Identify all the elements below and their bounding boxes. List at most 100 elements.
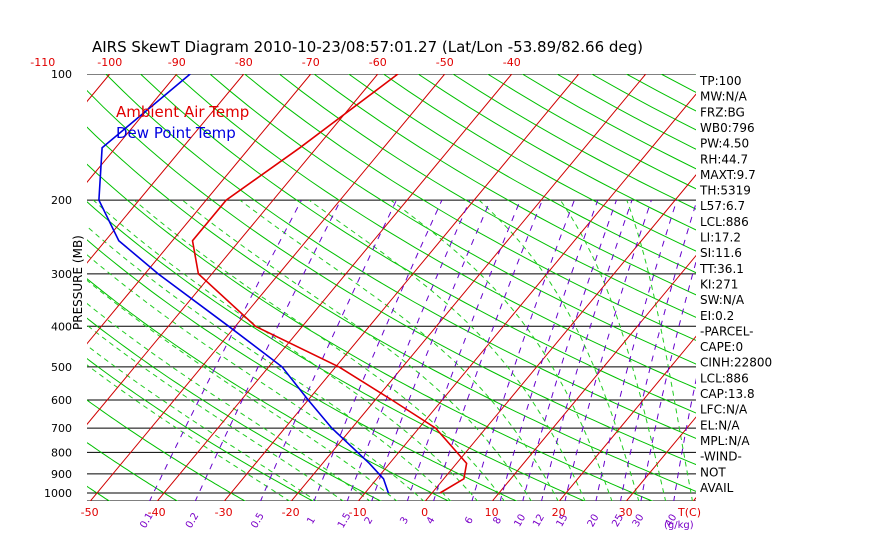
stability-index: MAXT:9.7 [700,168,756,182]
pressure-tick-label: 900 [51,468,72,481]
isotherm-line [156,74,513,501]
mixing-ratio-line [471,199,575,501]
moist-adiabat-line [133,199,506,501]
mixing-ratio-label: 1 [305,515,318,526]
moist-adiabat-lines [87,199,694,501]
mixing-ratio-line [540,199,633,501]
dry-adiabat-line [348,74,696,274]
mixing-ratio-label: 8 [491,515,504,526]
stability-index: SW:N/A [700,293,745,307]
dry-adiabat-line [313,74,696,296]
mixing-ratio-line [371,199,491,501]
top-temperature-tick-label: -110 [30,56,55,69]
mixing-ratio-line [595,199,678,501]
bottom-temperature-tick-labels: -50 -40 -30 -20 -10 0 10 20 30 [81,506,633,519]
isotherm-line [87,74,379,426]
mixing-ratio-line [522,199,617,501]
mixing-ratio-line [673,377,696,501]
mixing-ratio-label: 20 [586,513,602,530]
dry-adiabat-line [87,201,586,501]
isotherm-line [424,174,696,501]
mixing-ratio-line [260,199,397,501]
top-temperature-tick-label: -80 [235,56,253,69]
mixing-ratio-line [406,199,521,501]
dry-adiabat-line [105,74,696,439]
stability-index: FRZ:BG [700,105,745,119]
dry-adiabat-line [87,358,314,501]
bottom-temperature-tick-label: -10 [349,506,367,519]
pressure-tick-label: 1000 [44,487,72,500]
isotherm-line [89,74,446,501]
bottom-temperature-tick-label: -50 [81,506,99,519]
pressure-tick-labels: 100 200 300 400 500 600 700 800 900 1000 [44,68,72,500]
pressure-tick-label: 800 [51,446,72,459]
stability-index: WB0:796 [700,121,755,135]
top-temperature-tick-label: -70 [302,56,320,69]
bottom-temperature-tick-label: 30 [619,506,633,519]
bottom-temperature-tick-label: -20 [282,506,300,519]
dry-adiabat-line [244,74,696,341]
stability-index: CINH:22800 [700,356,772,370]
stability-index: NOT [700,465,726,479]
moist-adiabat-line [239,199,559,501]
stability-index: -PARCEL- [700,324,754,338]
moist-adiabat-line [181,199,532,501]
bottom-temperature-tick-label: 20 [552,506,566,519]
bottom-temperature-tick-label: -40 [148,506,166,519]
dry-adiabat-line [0,74,43,502]
mixing-ratio-line [149,199,302,501]
stability-index: LI:17.2 [700,231,741,245]
stability-index: TP:100 [699,74,742,88]
stability-index: CAPE:0 [700,340,743,354]
pressure-tick-label: 100 [51,68,72,81]
moist-adiabat-line [87,254,425,501]
isotherm-line [625,416,696,501]
stability-index: LCL:886 [700,215,749,229]
mixing-ratio-label: 12 [531,512,547,529]
isotherm-line [87,74,245,264]
mixing-ratio-label: 6 [463,515,476,526]
mixing-ratio-line [620,201,696,501]
isotherm-line [223,74,580,501]
mixing-unit-label: (g/kg) [664,520,694,531]
dew-point-temp-line [98,74,390,494]
dry-adiabat-line [731,74,870,502]
mixing-ratio-line [499,199,599,501]
dry-adiabat-line [87,485,111,501]
mixing-ratio-line [194,199,342,501]
plot-grid [0,74,870,502]
moist-adiabat-line [478,199,640,501]
pressure-tick-label: 700 [51,422,72,435]
stability-index: EL:N/A [700,418,740,432]
legend-dew-point-temp: Dew Point Temp [116,124,236,142]
mixing-ratio-label: 0.2 [184,511,201,530]
top-temperature-tick-label: -90 [168,56,186,69]
moist-adiabat-line [390,199,613,501]
pressure-tick-label: 400 [51,320,72,333]
mixing-ratio-line [433,199,543,501]
mixing-ratio-label: 10 [512,512,528,529]
profile-series [98,74,468,494]
pressure-tick-label: 300 [51,268,72,281]
isotherm-lines [87,74,870,502]
stability-index: MW:N/A [700,90,748,104]
bottom-temperature-tick-label: 10 [485,506,499,519]
stability-index: LFC:N/A [700,403,748,417]
stability-index: SI:11.6 [700,246,742,260]
dry-adiabat-line [452,74,696,210]
bottom-temperature-tick-label: 0 [421,506,428,519]
top-temperature-tick-label: -60 [369,56,387,69]
moist-adiabat-line [92,199,479,501]
mixing-ratio-line [346,199,471,501]
stability-index: KI:271 [700,277,738,291]
stability-index: MPL:N/A [700,434,750,448]
dry-adiabat-line [87,239,518,501]
dry-adiabat-line [140,74,696,414]
mixing-ratio-line [313,199,443,501]
top-temperature-tick-label: -40 [503,56,521,69]
moist-adiabat-line [626,199,694,501]
ambient-air-temp-line [191,74,468,494]
isotherm-line [827,74,870,502]
stability-index: -WIND- [700,450,742,464]
dry-adiabat-line [87,89,696,466]
